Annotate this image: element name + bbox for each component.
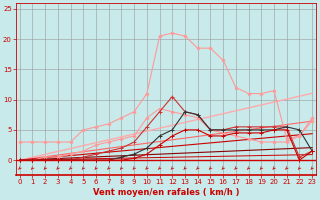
X-axis label: Vent moyen/en rafales ( km/h ): Vent moyen/en rafales ( km/h ) (93, 188, 239, 197)
